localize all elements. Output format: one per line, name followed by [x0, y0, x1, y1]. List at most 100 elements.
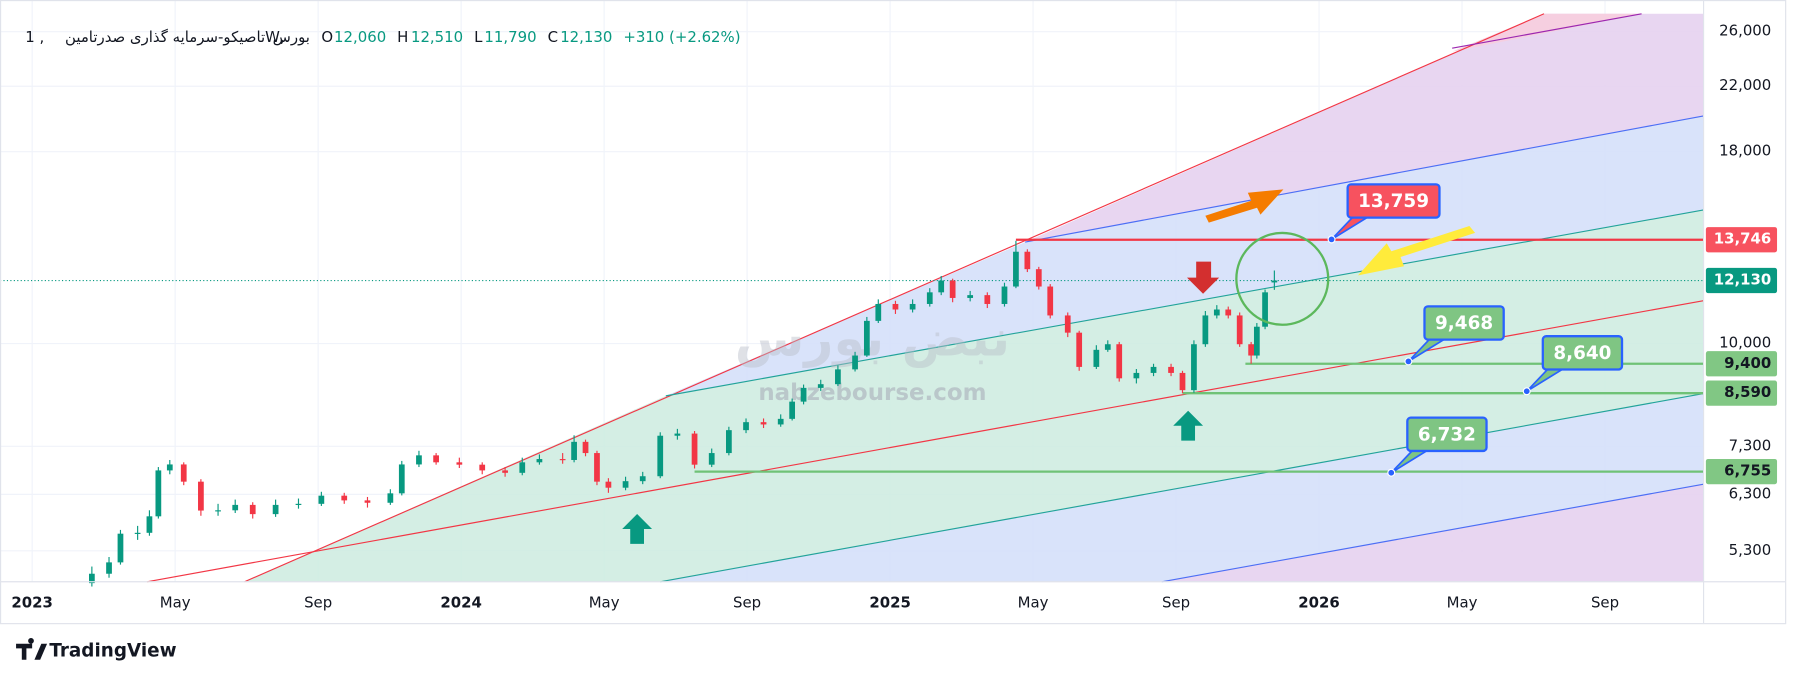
callout-anchor	[1522, 387, 1531, 396]
x-tick-label: Sep	[304, 594, 332, 612]
candle-body	[341, 495, 348, 501]
price-tag-label: 13,746	[1714, 230, 1772, 248]
candle-body	[536, 459, 543, 463]
header-part: بورس	[273, 28, 310, 46]
candle-body	[364, 500, 371, 503]
candle-body	[387, 493, 394, 503]
candle-body	[875, 303, 882, 321]
candle-body	[852, 355, 858, 370]
x-tick-label: May	[1447, 594, 1478, 612]
candle-body	[926, 292, 933, 304]
price-tag	[1705, 458, 1778, 485]
callout-label: 6,732	[1418, 424, 1476, 445]
candle-body	[249, 504, 256, 515]
price-tag-label: 8,590	[1724, 383, 1771, 401]
candle-body	[1013, 251, 1019, 287]
y-tick-label: 10,000	[1719, 334, 1771, 352]
price-tag	[1705, 227, 1778, 253]
y-tick-label: 7,300	[1729, 436, 1772, 454]
price-tag-label: 12,130	[1714, 271, 1772, 289]
callout-box	[1406, 416, 1488, 453]
callout-label: 13,759	[1358, 191, 1429, 212]
ohlc-label: H	[397, 28, 408, 46]
y-tick-label: 5,300	[1729, 541, 1772, 559]
candle-body	[1179, 372, 1186, 391]
candle-body	[674, 433, 681, 436]
ohlc-label: O	[321, 28, 333, 46]
candle-body	[743, 422, 749, 431]
zone-purple	[1025, 13, 1704, 243]
price-tags: 13,746 12,130 9,400 8,590 6,755	[1705, 227, 1778, 485]
zone-blue	[665, 115, 1704, 396]
candle-body	[559, 459, 566, 461]
highlight-circle	[1235, 231, 1330, 326]
candle-body	[146, 516, 153, 533]
zone-green	[244, 209, 1704, 582]
candle-body	[1253, 326, 1260, 356]
candle-body	[760, 422, 767, 425]
logo	[16, 637, 48, 660]
callout-box	[1346, 183, 1441, 219]
watermark: nabzebourse.com	[758, 380, 986, 406]
candle-body	[155, 470, 162, 517]
callout-label: 8,640	[1553, 343, 1611, 364]
candle-body	[1191, 344, 1197, 391]
candle-body	[1076, 332, 1083, 367]
candle-body	[571, 441, 577, 460]
header-part: تاصیکو-سرمایه گذاری صدرتامین	[65, 28, 265, 46]
candle-body	[1104, 344, 1111, 350]
callout-label: 9,468	[1435, 313, 1493, 334]
x-tick-label: Sep	[733, 594, 761, 612]
candle-body	[1047, 286, 1054, 316]
candle-body	[1202, 315, 1209, 345]
frame	[0, 0, 1787, 625]
candle-body	[817, 384, 824, 388]
x-tick-label: 2026	[1298, 594, 1340, 612]
y-tick-label: 26,000	[1719, 22, 1771, 40]
candle-body	[416, 455, 422, 465]
channel-line	[1452, 13, 1642, 49]
fan-line	[244, 13, 1545, 583]
candle-body	[456, 462, 463, 465]
candle-body	[1213, 309, 1220, 316]
candle-body	[1262, 292, 1268, 327]
callout-anchor	[1404, 357, 1413, 366]
candle-body	[519, 462, 526, 473]
candle-body	[1236, 315, 1243, 345]
candle-body	[835, 369, 841, 385]
levels	[0, 238, 1704, 473]
candle-body	[166, 464, 173, 471]
candle-body	[777, 418, 784, 425]
header: 1 , تاصیکو-سرمایه گذاری صدرتامین W, بورس…	[25, 28, 740, 46]
callouts: 13,759 9,468 8,640 6,732	[1327, 183, 1624, 477]
candle-body	[1035, 269, 1042, 287]
callout-anchor	[1387, 468, 1396, 477]
price-tag-label: 6,755	[1724, 462, 1771, 480]
arrow	[1173, 410, 1204, 441]
change: +310 (+2.62%)	[623, 28, 740, 46]
candle-body	[605, 481, 612, 488]
candle-body	[479, 464, 486, 471]
x-tick-label: May	[160, 594, 191, 612]
branding: TradingView	[16, 637, 177, 662]
candle-body	[938, 280, 945, 293]
callout-anchor	[1327, 235, 1336, 244]
watermark: نبض بورس	[735, 308, 1010, 368]
candle-body	[502, 470, 508, 473]
candle-body	[232, 504, 239, 511]
arrow	[1358, 226, 1476, 276]
y-tick-label: 22,000	[1719, 76, 1771, 94]
candle-body	[863, 320, 870, 356]
brand[interactable]: TradingView	[49, 641, 176, 662]
x-tick-label: Sep	[1591, 594, 1619, 612]
candle-body	[433, 455, 439, 463]
candle-body	[1024, 251, 1031, 270]
candle-body	[398, 464, 405, 494]
ohlc-value: 12,130	[560, 28, 612, 46]
arrow	[1186, 261, 1220, 294]
arrow	[622, 514, 653, 544]
candle-body	[909, 303, 916, 310]
candle-body	[949, 280, 956, 298]
header-part: 1 ,	[25, 28, 44, 46]
